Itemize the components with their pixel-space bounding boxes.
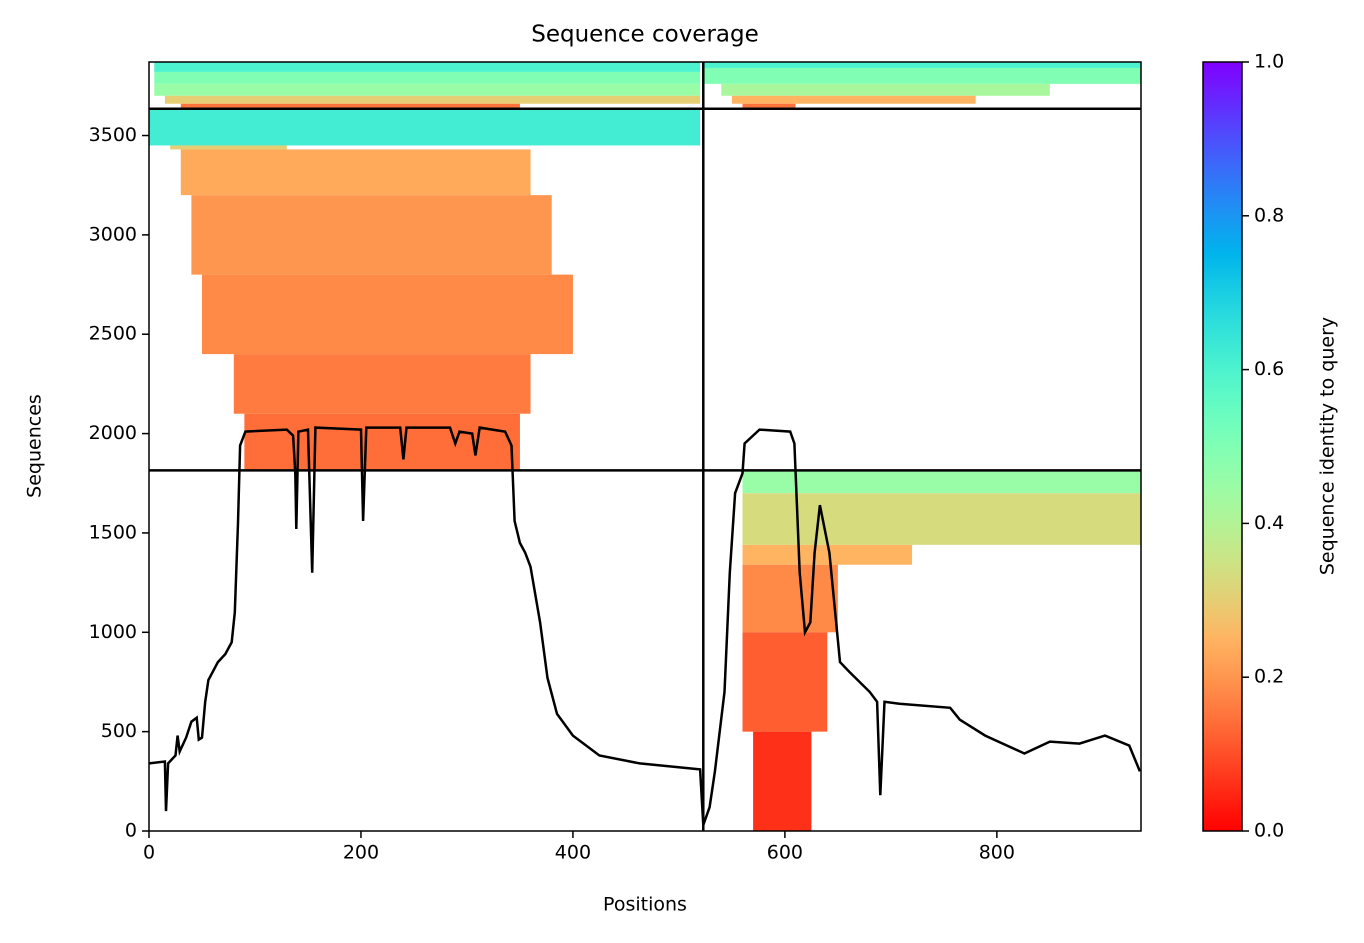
coverage-block	[742, 103, 796, 108]
coverage-block	[180, 103, 520, 108]
coverage-block	[742, 564, 838, 633]
coverage-block	[721, 83, 1050, 96]
y-tick-label: 1500	[89, 521, 137, 543]
coverage-block	[170, 145, 287, 150]
coverage-block	[742, 493, 1141, 545]
coverage-block	[154, 71, 701, 84]
coverage-line	[148, 426, 1142, 826]
y-tick-label: 500	[101, 720, 137, 742]
x-tick-label: 600	[767, 842, 803, 864]
y-axis-label: Sequences	[24, 394, 46, 498]
x-tick-label: 400	[555, 842, 591, 864]
coverage-block	[180, 149, 531, 196]
y-tick-label: 3500	[89, 124, 137, 146]
y-tick-label: 1000	[89, 621, 137, 643]
colorbar	[1202, 61, 1243, 832]
colorbar-tick-label: 0.0	[1254, 820, 1284, 842]
colorbar-tick-label: 0.6	[1254, 358, 1284, 380]
coverage-block	[149, 109, 701, 146]
coverage-block	[154, 83, 701, 96]
colorbar-label: Sequence identity to query	[1317, 317, 1339, 575]
x-tick-label: 200	[343, 842, 379, 864]
x-axis-label: Positions	[603, 894, 687, 916]
x-tick-label: 0	[143, 842, 155, 864]
coverage-block	[742, 632, 828, 732]
y-tick-label: 2000	[89, 422, 137, 444]
x-tick-label: 800	[979, 842, 1015, 864]
y-tick-label: 2500	[89, 323, 137, 345]
colorbar-tick-label: 0.4	[1254, 512, 1284, 534]
coverage-block	[191, 195, 552, 275]
coverage-block	[233, 354, 531, 414]
coverage-block	[742, 471, 1141, 494]
colorbar-tick-label: 1.0	[1254, 51, 1284, 73]
coverage-block	[703, 67, 1141, 84]
chart-title: Sequence coverage	[531, 22, 759, 48]
coverage-block	[201, 274, 573, 355]
colorbar-tick-label: 0.2	[1254, 666, 1284, 688]
y-tick-label: 0	[125, 820, 137, 842]
coverage-block	[742, 544, 913, 565]
y-tick-label: 3000	[89, 223, 137, 245]
coverage-block	[703, 62, 1141, 68]
overlay	[148, 62, 1142, 831]
coverage-block	[731, 95, 976, 104]
plot-frame	[148, 61, 1142, 832]
colorbar-tick-label: 0.8	[1254, 204, 1284, 226]
coverage-block	[753, 731, 812, 831]
coverage-block	[164, 95, 701, 104]
heatmap	[149, 62, 1141, 831]
coverage-block	[154, 62, 701, 72]
